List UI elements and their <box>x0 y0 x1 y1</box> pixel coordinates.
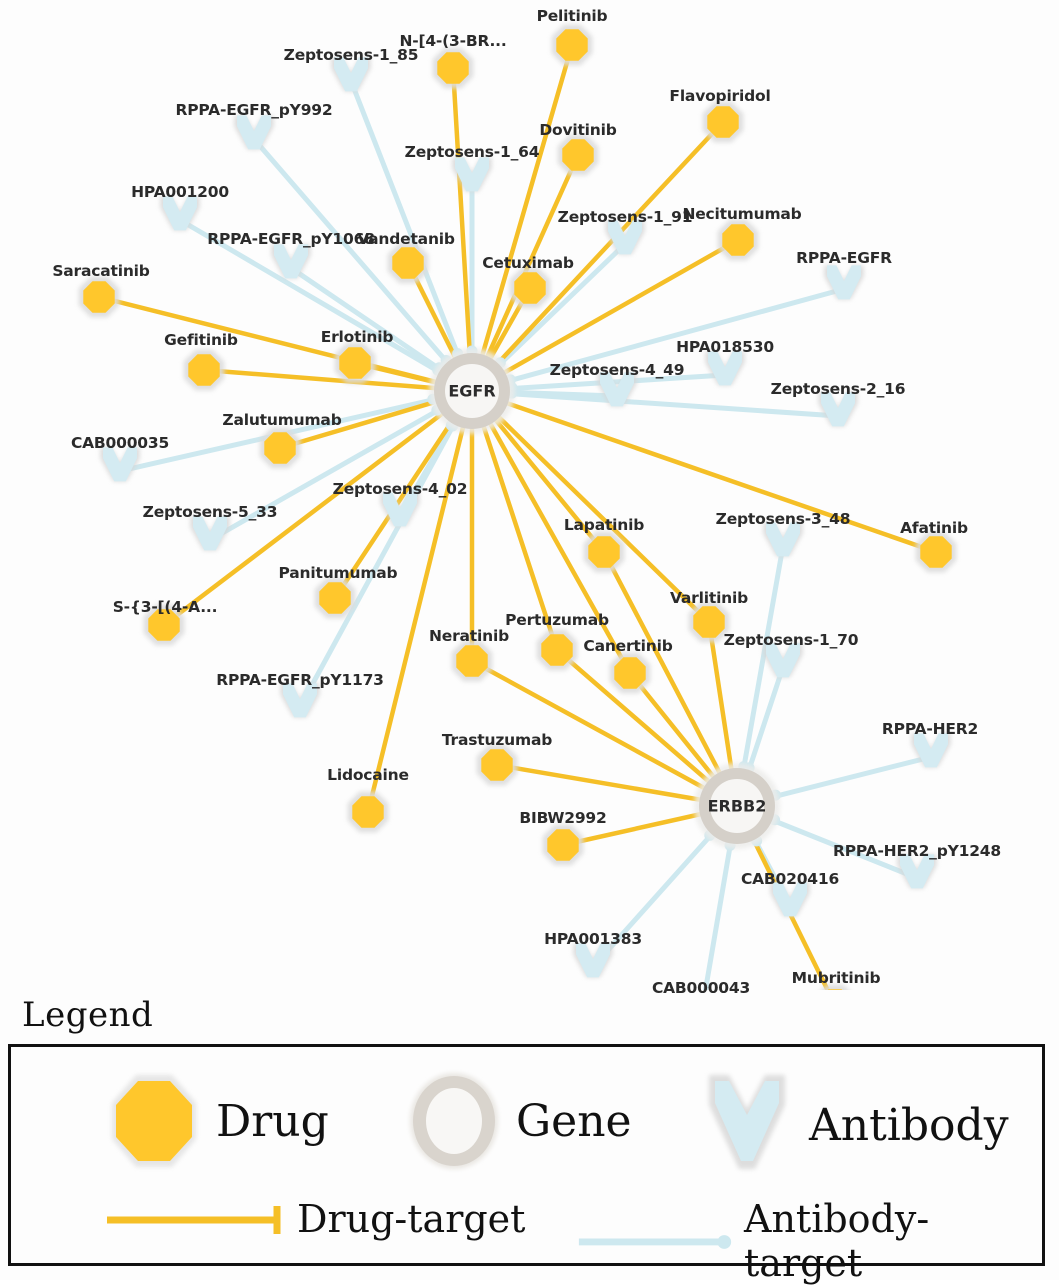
graph-edge <box>469 388 560 653</box>
graph-edge <box>469 388 939 555</box>
antibody-node[interactable] <box>824 265 864 300</box>
antibody-node[interactable] <box>280 683 320 718</box>
drug-node[interactable] <box>915 531 957 573</box>
drug-target-edge-icon <box>107 1206 281 1234</box>
graph-edge <box>450 65 475 394</box>
drug-node[interactable] <box>551 24 593 66</box>
antibody-node[interactable] <box>100 447 140 482</box>
drug-node[interactable] <box>347 791 389 833</box>
legend-edge-row: Drug-target Antibody-target <box>11 1197 1042 1285</box>
antibody-node[interactable] <box>452 157 492 192</box>
antibody-node[interactable] <box>911 733 951 768</box>
drug-node[interactable] <box>536 629 578 671</box>
legend-label-antibody-target: Antibody-target <box>744 1197 930 1285</box>
graph-edge <box>469 388 712 625</box>
legend-item-drug: Drug <box>106 1069 329 1173</box>
antibody-node[interactable] <box>818 392 858 427</box>
antibody-node[interactable] <box>597 372 637 407</box>
graph-edge <box>469 658 740 809</box>
graph-edge <box>161 388 475 628</box>
antibody-node[interactable] <box>234 115 274 150</box>
graph-edge <box>469 42 575 394</box>
drug-node[interactable] <box>183 349 225 391</box>
graph-edge <box>348 78 475 394</box>
graph-edge <box>469 119 726 394</box>
drug-node[interactable] <box>542 824 584 866</box>
antibody-chevron-icon <box>709 1075 785 1169</box>
drug-node[interactable] <box>387 242 429 284</box>
graph-edge <box>297 388 475 710</box>
drug-node[interactable] <box>583 531 625 573</box>
drug-node[interactable] <box>815 984 856 990</box>
drug-node[interactable] <box>688 601 730 643</box>
legend-title: Legend <box>22 995 154 1035</box>
drug-node[interactable] <box>557 134 599 176</box>
antibody-node[interactable] <box>770 882 810 917</box>
antibody-target-edge-icon <box>578 1235 732 1249</box>
antibody-node[interactable] <box>897 854 937 889</box>
graph-edge <box>469 286 847 394</box>
antibody-node[interactable] <box>190 516 230 551</box>
drug-node[interactable] <box>609 652 651 694</box>
nodes-layer[interactable] <box>78 24 957 990</box>
legend-item-antibody-target: Antibody-target <box>573 1197 1042 1285</box>
drug-node[interactable] <box>78 276 120 318</box>
drug-node[interactable] <box>259 427 301 469</box>
legend-label-gene: Gene <box>516 1095 632 1147</box>
gene-ring-icon <box>410 1073 498 1169</box>
drug-node[interactable] <box>509 267 551 309</box>
antibody-node[interactable] <box>763 522 803 557</box>
antibody-node[interactable] <box>160 196 200 231</box>
gene-node[interactable] <box>429 348 515 434</box>
antibody-node[interactable] <box>705 351 745 386</box>
legend-label-drug-target: Drug-target <box>297 1197 526 1241</box>
drug-node[interactable] <box>143 604 185 646</box>
antibody-node[interactable] <box>380 492 420 527</box>
legend-box: Drug Gene Antibody <box>8 1044 1045 1285</box>
drug-node[interactable] <box>451 640 493 682</box>
antibody-node[interactable] <box>573 943 613 978</box>
drug-node[interactable] <box>702 101 744 143</box>
graph-edge <box>601 549 740 809</box>
graph-edge <box>251 136 475 394</box>
gene-node[interactable] <box>694 763 780 849</box>
graph-edge <box>177 217 475 394</box>
antibody-node[interactable] <box>605 220 645 255</box>
drug-node[interactable] <box>717 219 759 261</box>
legend-item-gene: Gene <box>406 1069 632 1173</box>
graph-edge <box>469 388 841 419</box>
graph-edge <box>201 367 475 394</box>
graph-edge <box>469 237 741 394</box>
graph-edge <box>469 388 633 676</box>
network-canvas[interactable]: Zeptosens-1_85 RPPA-EGFR_pY992 Zeptosens-1… <box>0 0 1059 997</box>
legend-item-drug-target: Drug-target <box>101 1197 525 1241</box>
graph-edge <box>117 388 475 474</box>
graph-edge <box>365 388 475 815</box>
drug-node[interactable] <box>334 342 376 384</box>
network-svg[interactable] <box>0 0 1059 990</box>
drug-node[interactable] <box>476 744 518 786</box>
antibody-node[interactable] <box>271 244 311 279</box>
legend-label-drug: Drug <box>216 1095 329 1147</box>
graph-edge <box>207 388 475 543</box>
drug-node[interactable] <box>432 47 474 89</box>
antibody-node[interactable] <box>763 643 803 678</box>
legend-item-antibody: Antibody <box>699 1069 1009 1181</box>
legend-node-row: Drug Gene Antibody <box>11 1065 1042 1177</box>
antibody-node[interactable] <box>331 57 371 92</box>
drug-octagon-icon <box>112 1075 196 1167</box>
drug-node[interactable] <box>314 577 356 619</box>
legend-label-antibody: Antibody <box>809 1099 1009 1151</box>
